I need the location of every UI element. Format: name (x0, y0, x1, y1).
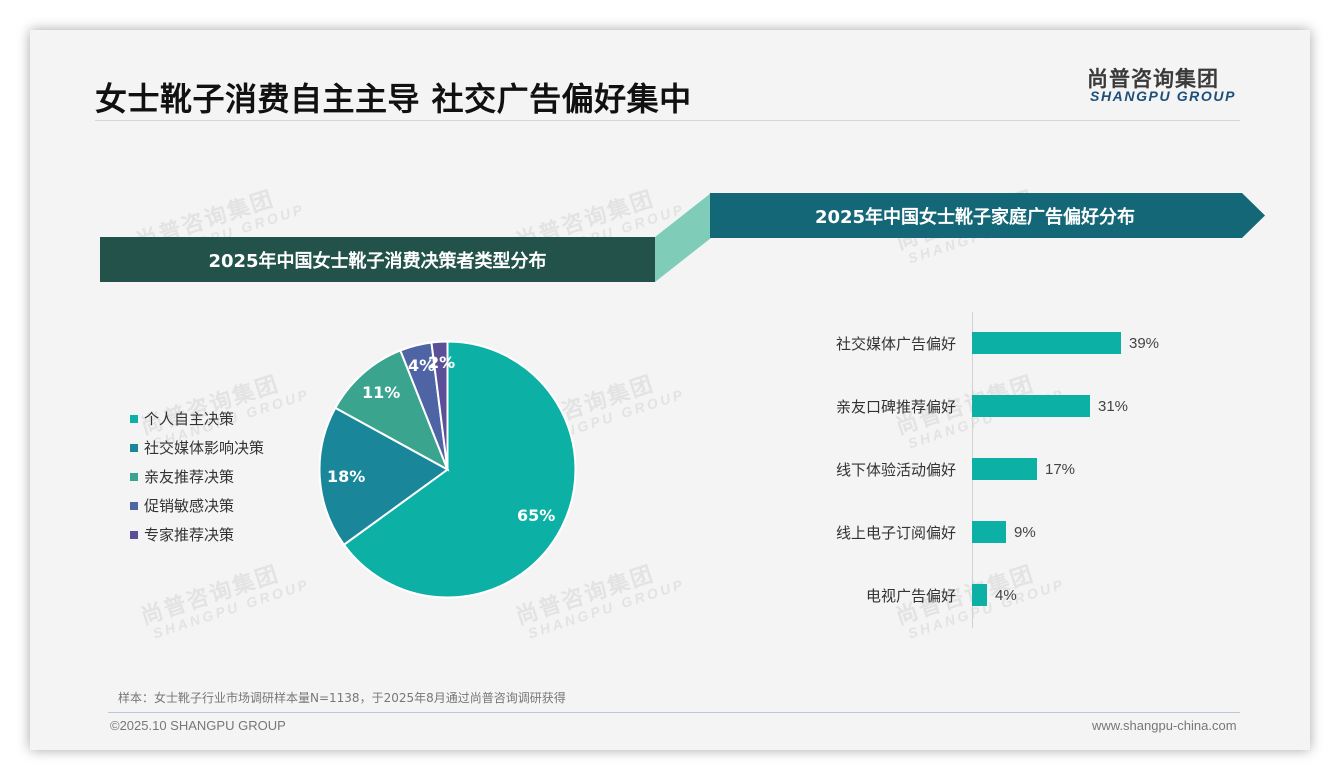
bar-row: 社交媒体广告偏好 39% (790, 332, 1159, 354)
bar-label: 线下体验活动偏好 (835, 460, 956, 479)
bar-row: 电视广告偏好 4% (790, 584, 1017, 606)
bar-row: 亲友口碑推荐偏好 31% (790, 395, 1128, 417)
legend-item: 促销敏感决策 (130, 491, 264, 520)
bar-value: 39% (1129, 334, 1160, 352)
pie-label: 2% (428, 353, 456, 372)
slide-card (30, 30, 1310, 750)
pie-slice (430, 340, 449, 470)
legend-item: 专家推荐决策 (130, 520, 264, 549)
pie-slice (342, 340, 577, 599)
banner-connector (655, 193, 711, 282)
pie-label: 18% (327, 467, 366, 486)
legend-label: 促销敏感决策 (144, 497, 235, 515)
pie-label: 65% (517, 506, 556, 525)
bar-chart-banner: 2025年中国女士靴子家庭广告偏好分布 (814, 206, 1136, 228)
pie-slice (333, 349, 450, 472)
bar-label: 线上电子订阅偏好 (835, 523, 956, 542)
legend-swatch (130, 472, 138, 481)
bar-row: 线上电子订阅偏好 9% (790, 521, 1036, 543)
pie-slice (318, 406, 450, 547)
header-divider (95, 120, 1240, 121)
legend-item: 社交媒体影响决策 (130, 433, 264, 462)
bar (972, 584, 987, 606)
logo-text-en: SHANGPU GROUP (1090, 88, 1237, 104)
bar-label: 电视广告偏好 (865, 586, 956, 605)
legend-item: 亲友推荐决策 (130, 462, 264, 491)
legend-label: 亲友推荐决策 (144, 468, 235, 486)
bar-value: 9% (1014, 523, 1036, 541)
bar-value: 31% (1098, 397, 1129, 415)
bar-label: 亲友口碑推荐偏好 (835, 397, 956, 416)
pie-label: 11% (362, 383, 401, 402)
legend-label: 个人自主决策 (144, 410, 235, 428)
bar (972, 395, 1090, 417)
bar (972, 521, 1006, 543)
legend-swatch (130, 501, 138, 510)
sample-note: 样本：女士靴子行业市场调研样本量N=1138，于2025年8月通过尚普咨询调研获… (118, 691, 566, 705)
pie-label: 4% (408, 356, 436, 375)
bar-value: 17% (1045, 460, 1076, 478)
legend-label: 专家推荐决策 (144, 526, 235, 544)
bar-value: 4% (995, 586, 1017, 604)
bar-label: 社交媒体广告偏好 (835, 334, 956, 353)
footer-divider (108, 712, 1240, 713)
legend-item: 个人自主决策 (130, 404, 264, 433)
legend-label: 社交媒体影响决策 (144, 439, 265, 457)
pie-chart-banner: 2025年中国女士靴子消费决策者类型分布 (100, 237, 655, 282)
bar-row: 线下体验活动偏好 17% (790, 458, 1075, 480)
logo-text-cn: 尚普咨询集团 (1087, 67, 1219, 91)
legend-swatch (130, 443, 138, 452)
legend-swatch (130, 530, 138, 539)
bar (972, 332, 1121, 354)
website-link[interactable]: www.shangpu-china.com (1092, 718, 1237, 733)
pie-chart (318, 340, 577, 599)
bar (972, 458, 1037, 480)
legend-swatch (130, 414, 138, 423)
pie-legend: 个人自主决策 社交媒体影响决策 亲友推荐决策 促销敏感决策 专家推荐决策 (130, 404, 264, 549)
page-title: 女士靴子消费自主主导 社交广告偏好集中 (95, 80, 692, 118)
copyright: ©2025.10 SHANGPU GROUP (110, 718, 286, 733)
bar-chart-banner-shape (710, 193, 1265, 238)
